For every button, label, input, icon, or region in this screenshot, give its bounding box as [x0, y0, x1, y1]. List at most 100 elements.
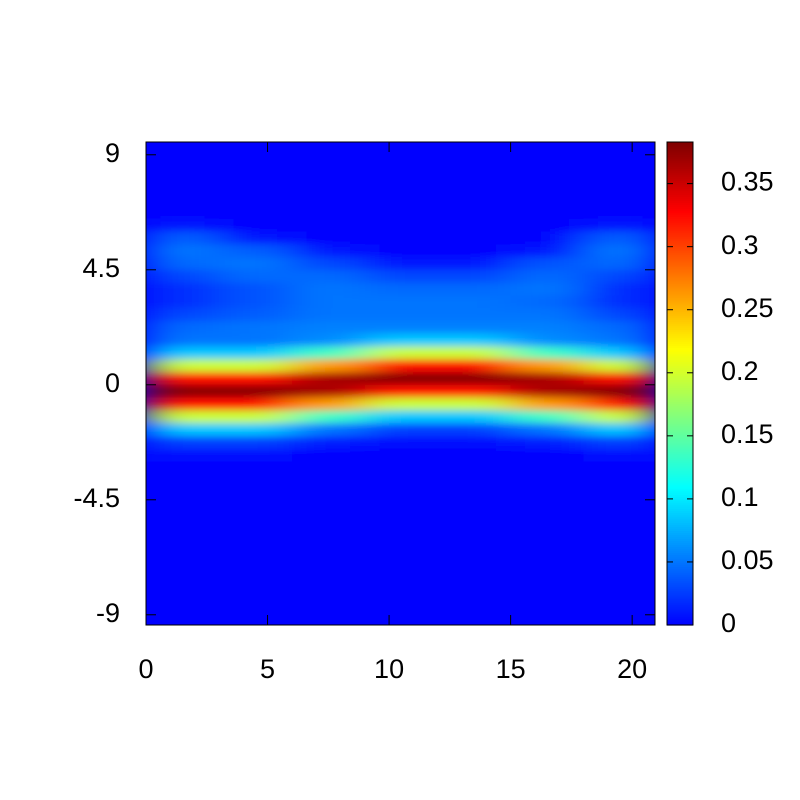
colorbar-strip: [667, 355, 693, 358]
heat-cell: [146, 487, 220, 501]
heat-cell: [364, 282, 439, 296]
colorbar-strip: [667, 198, 693, 201]
colorbar-strip: [667, 536, 693, 540]
heat-cell: [437, 384, 512, 399]
heat-cell: [146, 244, 220, 258]
colorbar-strip: [667, 405, 693, 409]
heat-cell: [583, 435, 655, 450]
heat-cell: [437, 218, 512, 232]
colorbar-strip: [667, 240, 693, 244]
heat-cell: [437, 308, 512, 322]
colorbar-strip: [667, 156, 693, 159]
heat-cell: [146, 282, 220, 296]
heat-cell: [583, 372, 655, 386]
colorbar-strip: [667, 333, 693, 336]
heat-cell: [291, 154, 366, 169]
heat-cell: [364, 525, 439, 539]
heat-cell: [364, 244, 439, 258]
heat-cell: [364, 180, 439, 194]
colorbar-strip: [667, 158, 693, 161]
heat-cell: [146, 193, 220, 207]
heat-cell: [218, 218, 293, 232]
heat-cell: [291, 614, 366, 625]
heat-cell: [291, 372, 366, 386]
heat-cell: [218, 282, 293, 296]
heat-cell: [146, 602, 220, 616]
heat-cell: [364, 257, 439, 271]
heat-cell: [291, 550, 366, 565]
heat-cell: [364, 218, 439, 232]
heat-cell: [146, 614, 220, 625]
heat-cell: [291, 423, 366, 437]
heat-cell: [437, 474, 512, 488]
heat-cell: [510, 257, 585, 271]
colorbar-strip: [667, 226, 693, 230]
heat-cell: [437, 563, 512, 577]
heat-cell: [510, 180, 585, 194]
colorbar-strip: [667, 345, 693, 348]
colorbar-strip: [667, 468, 693, 471]
colorbar-strip: [667, 142, 693, 145]
heat-cell: [510, 193, 585, 207]
heat-cell: [291, 512, 366, 526]
heat-cell: [510, 142, 585, 156]
heat-cell: [291, 205, 366, 220]
heat-cell: [146, 333, 220, 347]
heat-cell: [146, 346, 220, 360]
colorbar-strip: [667, 176, 693, 179]
heat-cell: [510, 231, 585, 245]
heat-cell: [437, 512, 512, 526]
colorbar-strip: [667, 445, 693, 449]
heat-cell: [437, 538, 512, 552]
colorbar-strip: [667, 439, 693, 443]
colorbar-strip: [667, 476, 693, 479]
heat-cell: [583, 448, 655, 462]
heat-cell: [218, 384, 293, 399]
heat-cell: [291, 397, 366, 411]
colorbar-strip: [667, 590, 693, 594]
heat-cell: [364, 423, 439, 437]
heat-cell: [218, 474, 293, 488]
heat-cell: [583, 576, 655, 590]
colorbar-strip: [667, 395, 693, 399]
heat-cell: [146, 538, 220, 552]
colorbar-strip: [667, 349, 693, 352]
colorbar-strip: [667, 616, 693, 620]
heat-cell: [364, 435, 439, 450]
heat-cell: [437, 435, 512, 450]
heat-cell: [218, 461, 293, 475]
heat-cell: [510, 372, 585, 386]
heat-cell: [218, 308, 293, 322]
heat-cell: [291, 295, 366, 309]
heat-cell: [510, 295, 585, 309]
heat-cell: [291, 320, 366, 335]
heat-cell: [218, 269, 293, 284]
colorbar-strip: [667, 494, 693, 497]
heat-cell: [583, 359, 655, 373]
heat-cell: [218, 525, 293, 539]
heat-cell: [218, 550, 293, 565]
colorbar-tick-label: 0.05: [721, 545, 774, 575]
colorbar-strip: [667, 327, 693, 330]
heat-cell: [583, 461, 655, 475]
colorbar-strip: [667, 180, 693, 183]
colorbar-strip: [667, 280, 693, 284]
colorbar-strip: [667, 202, 693, 205]
colorbar-strip: [667, 576, 693, 580]
colorbar-strip: [667, 538, 693, 542]
heat-cell: [364, 614, 439, 625]
colorbar-strip: [667, 200, 693, 203]
heat-cell: [364, 359, 439, 373]
x-tick-label: 0: [138, 654, 153, 684]
colorbar-strip: [667, 343, 693, 346]
heat-cell: [510, 154, 585, 169]
heat-cell: [146, 231, 220, 245]
heat-cell: [146, 308, 220, 322]
heat-cell: [510, 448, 585, 462]
colorbar-strip: [667, 144, 693, 147]
colorbar-strip: [667, 480, 693, 483]
colorbar: 0 0.05 0.1 0.15 0.2 0.25 0.3 0.35: [666, 141, 774, 638]
colorbar-strip: [667, 482, 693, 485]
heat-cell: [510, 435, 585, 450]
